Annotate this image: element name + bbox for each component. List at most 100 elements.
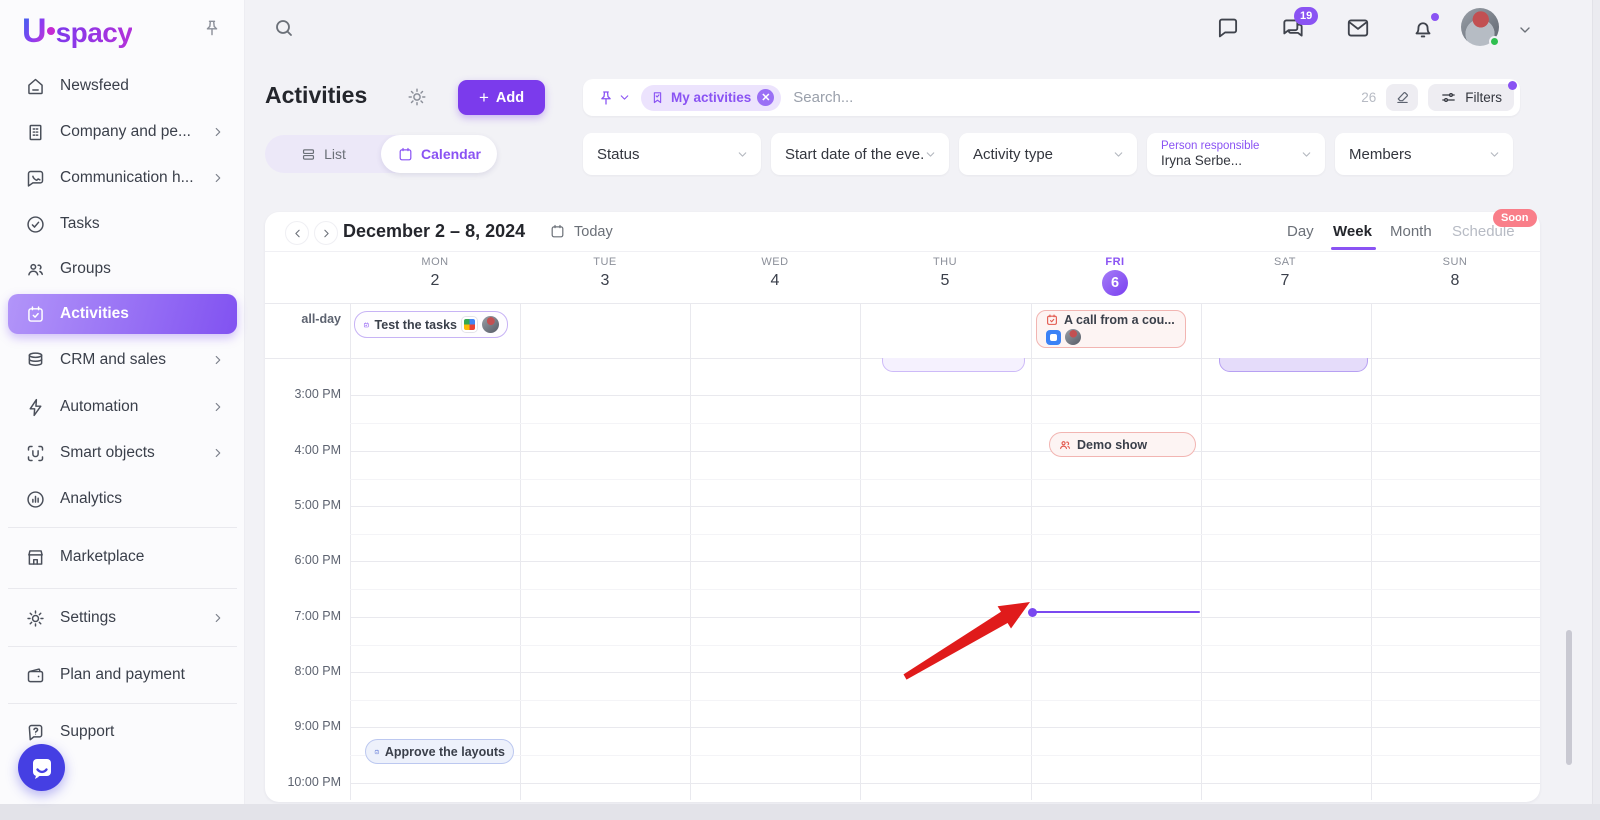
sidebar-pin-icon[interactable] [202,18,222,38]
calendar-scrollbar-thumb[interactable] [1566,630,1572,765]
event-test-the-tasks[interactable]: Test the tasks [354,311,508,338]
search-icon[interactable] [272,16,296,40]
search-input[interactable]: Search... [793,89,854,106]
logo-u: U [22,12,47,50]
sidebar-item-label: Marketplace [60,548,145,565]
time-label: 10:00 PM [287,775,341,789]
sidebar-item-support[interactable]: Support [8,712,237,752]
time-label: 8:00 PM [294,664,341,678]
logo-dot-icon [46,27,55,35]
tab-list-label: List [324,146,346,162]
sidebar-item-settings[interactable]: Settings [8,598,237,638]
column-line [690,303,691,800]
sidebar-item-label: Tasks [60,215,100,232]
all-day-label: all-day [301,312,341,326]
day-header-thu[interactable]: THU 5 [932,256,958,289]
event-partial-thu[interactable] [882,358,1025,372]
sidebar-divider [8,646,237,647]
today-button[interactable]: Today [549,223,613,240]
today-date-circle: 6 [1102,270,1128,296]
uspacy-logo[interactable]: U spacy [22,12,133,51]
column-line [1201,303,1202,800]
tab-list[interactable]: List [265,146,381,163]
sidebar-item-plan-payment[interactable]: Plan and payment [8,655,237,695]
hour-line [350,506,1540,507]
event-approve-the-layouts[interactable]: Approve the layouts [365,739,514,764]
filters-active-dot [1508,81,1517,90]
day-header-sat[interactable]: SAT 7 [1273,256,1297,289]
day-header-wed[interactable]: WED 4 [761,256,789,289]
sidebar-item-analytics[interactable]: Analytics [8,479,237,519]
filter-members-dropdown[interactable]: Members [1335,133,1513,175]
bell-icon[interactable] [1410,13,1439,41]
messenger-icon[interactable]: 19 [1280,7,1319,41]
gear-icon [24,607,46,629]
event-a-call-from-a-cou[interactable]: A call from a cou... [1036,310,1186,348]
day-header-tue[interactable]: TUE 3 [593,256,617,289]
app-logo-icon [462,317,477,332]
time-grid[interactable]: Demo show Approve the layouts [350,358,1540,800]
day-header-fri-today[interactable]: FRI 6 [1055,256,1175,296]
day-header-sun[interactable]: SUN 8 [1442,256,1468,289]
add-button-label: Add [495,89,525,106]
sidebar-item-company[interactable]: Company and pe... [8,112,237,152]
chevron-down-icon [1300,148,1313,161]
sidebar-item-communication[interactable]: Communication h... [8,158,237,198]
window-bottom-edge [0,804,1600,820]
prev-week-button[interactable] [285,221,309,245]
hour-line [350,561,1540,562]
comments-icon[interactable] [1215,15,1241,41]
event-partial-sat[interactable] [1219,358,1368,372]
time-label: 4:00 PM [294,443,341,457]
sidebar-item-tasks[interactable]: Tasks [8,204,237,244]
column-line [1371,303,1372,800]
column-line [1031,303,1032,800]
day-header-mon[interactable]: MON 2 [421,256,449,289]
user-avatar[interactable] [1461,8,1500,47]
sidebar-item-automation[interactable]: Automation [8,387,237,427]
filter-activity-type-dropdown[interactable]: Activity type [959,133,1137,175]
grid-divider [265,303,1540,304]
search-bar: My activities ✕ Search... 26 Filters [583,79,1520,116]
sidebar-item-smart-objects[interactable]: Smart objects [8,433,237,473]
filters-button[interactable]: Filters [1428,81,1517,111]
filter-start-date-dropdown[interactable]: Start date of the eve... [771,133,949,175]
calendar-icon [551,224,564,238]
sidebar-item-newsfeed[interactable]: Newsfeed [8,66,237,106]
active-tab-underline [1331,247,1376,250]
tab-calendar[interactable]: Calendar [381,135,497,173]
chip-close-icon[interactable]: ✕ [757,89,775,106]
layers-icon [24,349,46,371]
activities-settings-gear-icon[interactable] [406,86,428,108]
assignee-avatar [482,316,499,333]
sidebar-item-activities[interactable]: Activities [8,294,237,334]
filter-person-responsible-dropdown[interactable]: Person responsible Iryna Serbe... [1147,133,1325,175]
mail-icon[interactable] [1345,15,1371,41]
pinned-filters-dropdown[interactable] [583,89,641,107]
live-chat-widget-button[interactable] [18,744,65,791]
sidebar-item-marketplace[interactable]: Marketplace [8,537,237,577]
sidebar-item-groups[interactable]: Groups [8,249,237,289]
topbar: 19 [245,0,1600,56]
view-tab-week[interactable]: Week [1333,223,1372,240]
chevron-down-icon [1488,148,1501,161]
view-tab-month[interactable]: Month [1390,223,1432,240]
view-tab-day[interactable]: Day [1287,223,1314,240]
filter-status-dropdown[interactable]: Status [583,133,761,175]
calendar-date-range: December 2 – 8, 2024 [343,221,526,241]
time-label: 9:00 PM [294,719,341,733]
add-button[interactable]: + Add [458,80,545,115]
chat-phone-icon [24,167,46,189]
sidebar-item-label: Smart objects [60,444,155,461]
event-demo-show[interactable]: Demo show [1049,432,1196,457]
today-label: Today [574,223,613,240]
sidebar-item-crm[interactable]: CRM and sales [8,340,237,380]
page-scrollbar[interactable] [1592,0,1600,820]
next-week-button[interactable] [314,221,338,245]
clear-filters-eraser-icon[interactable] [1386,84,1419,111]
view-tab-schedule[interactable]: Schedule [1452,223,1515,240]
check-circle-icon [24,213,46,235]
my-activities-chip[interactable]: My activities ✕ [641,84,782,111]
filter-label: Person responsible [1161,140,1260,152]
profile-chevron-down-icon[interactable] [1517,22,1533,38]
